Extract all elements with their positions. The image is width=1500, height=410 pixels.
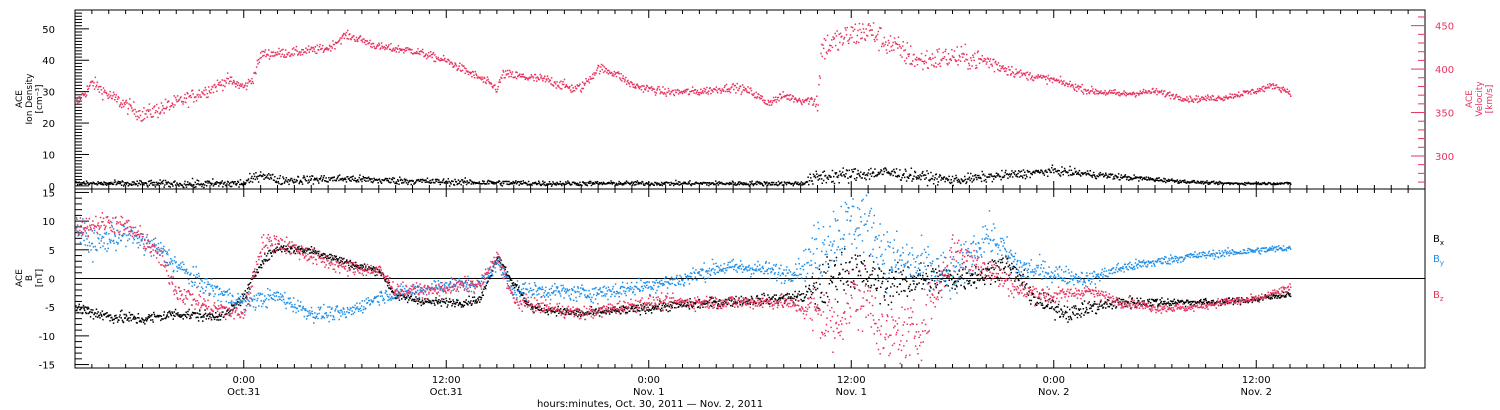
left-tick-label: 0: [49, 182, 55, 193]
time-tick-date: Oct.31: [227, 387, 260, 398]
time-tick-date: Oct.31: [430, 387, 463, 398]
velocity-axis-title: ACEVelocity[km/s]: [1465, 81, 1495, 117]
left-tick-label: 15: [42, 188, 55, 199]
left-tick-label: 0: [49, 275, 55, 286]
right-tick-label: 400: [1435, 65, 1454, 76]
left-tick-label: 50: [42, 25, 55, 36]
velocity-right-axis: 300 350 400 450: [1411, 16, 1454, 183]
density-left-axis: 0 10 20 30 40 50: [42, 9, 89, 193]
left-tick-label: 20: [42, 119, 55, 130]
time-tick-label: 0:00: [1043, 375, 1065, 386]
time-axis-label: hours:minutes, Oct. 30, 2011 — Nov. 2, 2…: [537, 399, 763, 410]
density-axis-title: ACEIon Density[cm⁻³]: [15, 73, 45, 125]
field-left-axis: -15 -10 -5 0 5 10 15: [39, 188, 89, 372]
time-tick-date: Nov. 2: [1038, 387, 1069, 398]
time-tick-date: Nov. 2: [1241, 387, 1272, 398]
legend-bx: Bx: [1433, 234, 1444, 247]
time-tick-label: 0:00: [233, 375, 255, 386]
right-tick-label: 350: [1435, 109, 1454, 120]
time-tick-label: 12:00: [1242, 375, 1271, 386]
time-tick-date: Nov. 1: [633, 387, 664, 398]
left-tick-label: 5: [49, 246, 55, 257]
legend-bz: Bz: [1433, 290, 1444, 303]
left-tick-label: 40: [42, 56, 55, 67]
left-tick-label: 30: [42, 88, 55, 99]
time-tick-label: 12:00: [432, 375, 461, 386]
time-tick-date: Nov. 1: [836, 387, 867, 398]
left-tick-label: 10: [42, 150, 55, 161]
left-tick-label: -15: [39, 361, 55, 372]
right-tick-label: 450: [1435, 22, 1454, 33]
field-axis-title: ACEB[nT]: [15, 269, 45, 287]
field-legend: Bx By Bz: [1433, 234, 1444, 303]
legend-by: By: [1433, 254, 1444, 267]
right-tick-label: 300: [1435, 152, 1454, 163]
time-tick-label: 12:00: [837, 375, 866, 386]
left-tick-label: 10: [42, 217, 55, 228]
density-points: [75, 164, 1292, 189]
time-tick-label: 0:00: [638, 375, 660, 386]
left-tick-label: -10: [39, 332, 55, 343]
series-density: [75, 164, 1292, 189]
left-tick-label: -5: [45, 303, 55, 314]
